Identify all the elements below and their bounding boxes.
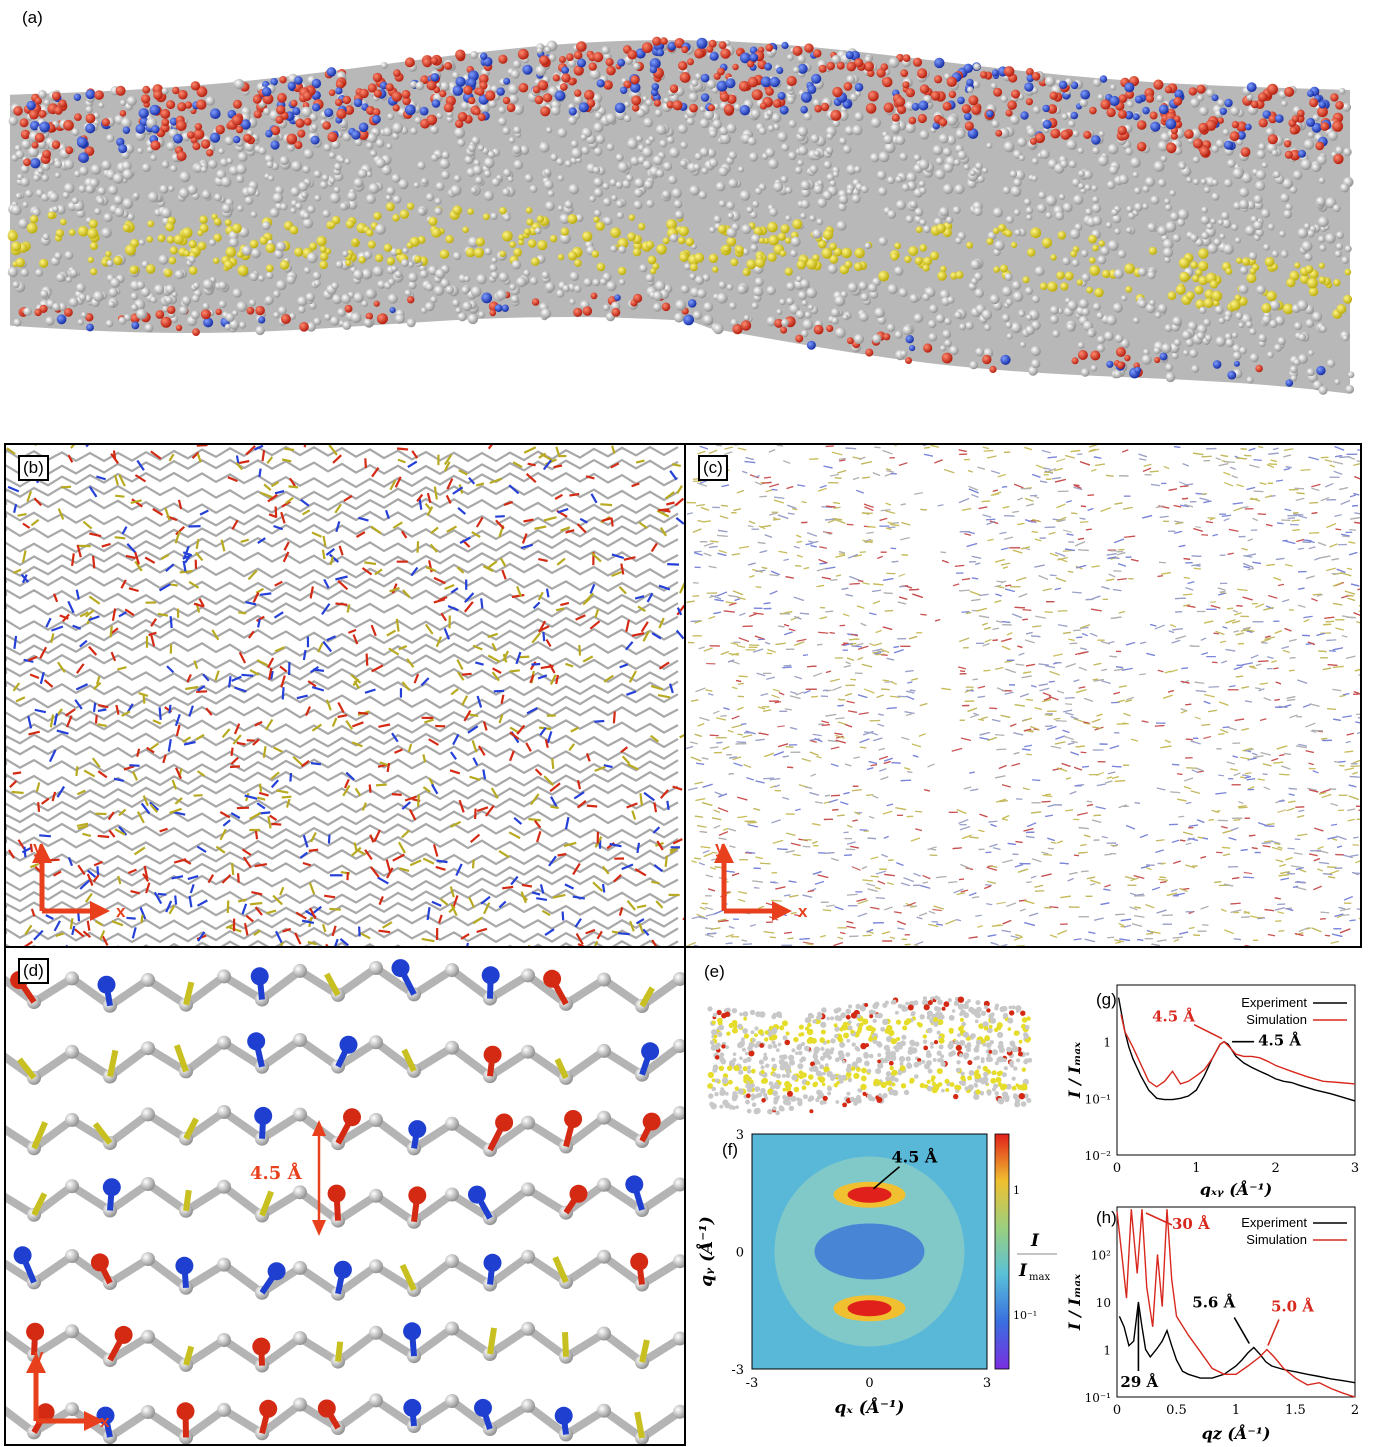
- panel-f-label: (f): [722, 1140, 739, 1159]
- h-frame: [1116, 1206, 1356, 1398]
- panel-b-axes-icon: y x: [32, 838, 126, 921]
- f-ytick: 3: [736, 1128, 744, 1143]
- panel-b-label: (b): [18, 455, 49, 481]
- f-xtick: 0: [865, 1376, 873, 1391]
- f-cbar-label-top: I: [1030, 1231, 1040, 1251]
- panel-d: 4.5 Å (d) y x: [4, 946, 686, 1446]
- panel-h-chart: 0 0.5 1 1.5 2 10² 10 1 10⁻¹ qz (Å⁻¹) I / Iₘₐₓ Exper…: [1065, 1206, 1359, 1443]
- g-xtick: 1: [1192, 1161, 1200, 1176]
- g-ylabel: I / Iₘₐₓ: [1065, 1041, 1084, 1099]
- h-xtick: 1: [1232, 1403, 1240, 1418]
- heatmap-center: [814, 1223, 925, 1280]
- panel-c-axis-y: y: [715, 838, 725, 857]
- g-xtick: 2: [1272, 1161, 1280, 1176]
- panel-c-axes-icon: y x: [714, 838, 808, 921]
- heatmap-frame: [751, 1133, 988, 1370]
- panel-c-label: (c): [698, 455, 728, 481]
- g-annotation-arrow: [1193, 1023, 1223, 1040]
- h-xtick: 2: [1351, 1403, 1359, 1418]
- panel-b-axis-y: y: [33, 838, 43, 857]
- h-annotation-arrow: [1267, 1319, 1280, 1346]
- h-annotation: 5.6 Å: [1192, 1294, 1235, 1312]
- panel-c-axis-x: x: [798, 902, 808, 921]
- f-cbar-tick: 1: [1013, 1184, 1020, 1197]
- g-frame: [1116, 984, 1356, 1156]
- g-legend-label: Simulation: [1246, 1012, 1307, 1027]
- g-annotation: 4.5 Å: [1258, 1032, 1301, 1050]
- f-colorbar: [994, 1133, 1010, 1370]
- f-xtick: 3: [983, 1376, 991, 1391]
- h-ylabel: I / Iₘₐₓ: [1065, 1273, 1084, 1331]
- h-annotation: 5.0 Å: [1271, 1298, 1314, 1316]
- f-xlabel: qₓ (Å⁻¹): [835, 1396, 905, 1418]
- h-xlabel: qz (Å⁻¹): [1202, 1422, 1271, 1443]
- f-cbar-tick: 10⁻¹: [1013, 1309, 1037, 1322]
- g-xtick: 0: [1113, 1161, 1121, 1176]
- panel-a-label: (a): [22, 8, 43, 27]
- panel-g-label: (g): [1096, 990, 1117, 1009]
- f-cbar-label-sub: max: [1029, 1272, 1050, 1283]
- f-ylabel: qᵧ (Å⁻¹): [695, 1216, 717, 1287]
- panel-d-axes-icon: y x: [26, 1346, 110, 1431]
- h-annotation: 29 Å: [1120, 1373, 1158, 1391]
- panel-d-axis-x: x: [100, 1412, 110, 1431]
- panel-h-label: (h): [1096, 1208, 1117, 1227]
- g-legend-label: Experiment: [1241, 995, 1307, 1010]
- h-annotation: 30 Å: [1172, 1215, 1210, 1233]
- h-legend-label: Experiment: [1241, 1215, 1307, 1230]
- h-xtick: 0.5: [1166, 1403, 1187, 1418]
- g-series-simulation: [1120, 1014, 1356, 1088]
- f-cbar-label-bottom: I: [1018, 1261, 1028, 1281]
- h-xtick: 0: [1113, 1403, 1121, 1418]
- g-xtick: 3: [1351, 1161, 1359, 1176]
- panel-f-chart: -3 0 3 3 0 -3 qₓ (Å⁻¹) qᵧ (Å⁻¹) 4.5 Å 1 10⁻¹ II max: [695, 1128, 1057, 1418]
- g-ytick: 10⁻²: [1085, 1149, 1112, 1163]
- f-ytick: -3: [731, 1363, 744, 1378]
- h-ytick: 10: [1096, 1296, 1111, 1310]
- h-ytick: 10⁻¹: [1085, 1391, 1111, 1405]
- panel-d-spacing-label: 4.5 Å: [250, 1161, 303, 1184]
- h-legend-label: Simulation: [1246, 1232, 1307, 1247]
- h-series-simulation: [1116, 1209, 1356, 1398]
- panel-e-stack-render: [707, 995, 1033, 1116]
- h-ytick: 10²: [1091, 1249, 1111, 1263]
- h-xtick: 1.5: [1285, 1403, 1306, 1418]
- f-annotation-arrow: [872, 1166, 901, 1190]
- g-annotation: 4.5 Å: [1152, 1008, 1195, 1026]
- h-series-experiment: [1118, 1301, 1356, 1384]
- panel-a-membrane-render: [7, 36, 1355, 395]
- panel-d-label: (d): [18, 958, 49, 984]
- panel-b-topview: [6, 445, 684, 946]
- membrane-atoms: [7, 36, 1355, 395]
- g-xlabel: qₓᵧ (Å⁻¹): [1200, 1178, 1272, 1197]
- heatmap-peak: [847, 1300, 892, 1317]
- panel-e-label: (e): [704, 962, 725, 981]
- panel-g-chart: 0 1 2 3 1 10⁻¹ 10⁻² qₓᵧ (Å⁻¹) I / Iₘₐₓ Experiment…: [1065, 984, 1359, 1197]
- h-ytick: 1: [1103, 1344, 1111, 1358]
- f-annotation: 4.5 Å: [892, 1146, 938, 1167]
- f-ytick: 0: [736, 1246, 744, 1261]
- g-ytick: 10⁻¹: [1085, 1092, 1111, 1106]
- panel-d-axis-y: y: [34, 1346, 44, 1365]
- panel-c: (c) y x: [684, 443, 1362, 948]
- g-ytick: 1: [1103, 1036, 1111, 1050]
- h-annotation-arrow: [1145, 1212, 1173, 1226]
- f-xtick: -3: [746, 1376, 759, 1391]
- heatmap-peak: [847, 1186, 892, 1203]
- panel-b-axis-x: x: [116, 902, 126, 921]
- panel-b: (b) y x: [4, 443, 686, 948]
- h-annotation-arrow: [1233, 1317, 1250, 1344]
- panel-d-closeup: 4.5 Å: [6, 959, 684, 1444]
